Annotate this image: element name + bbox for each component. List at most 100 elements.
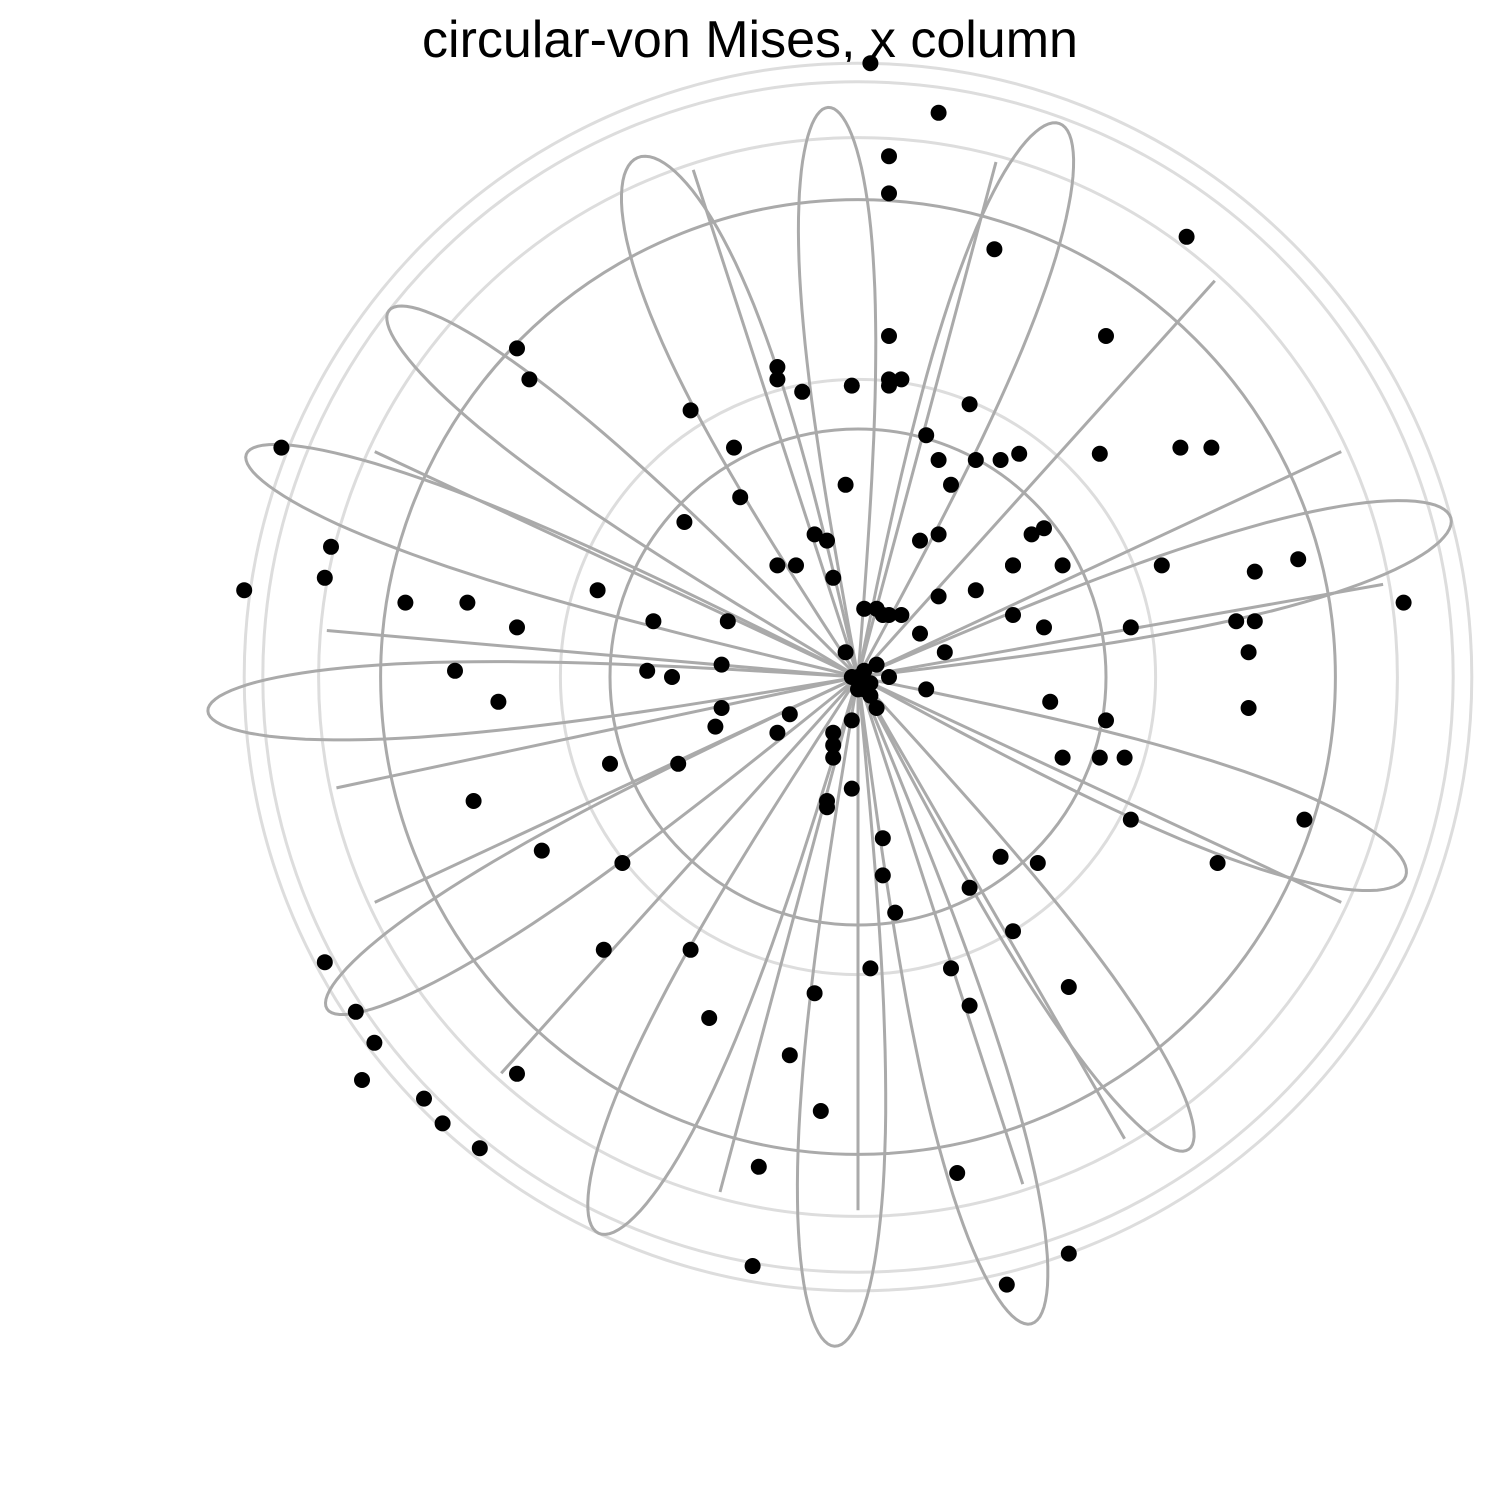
data-point [1005, 607, 1021, 623]
data-point [1240, 644, 1257, 661]
data-point [316, 569, 333, 586]
data-point [930, 526, 947, 543]
data-point [1098, 328, 1114, 344]
data-point [881, 669, 897, 685]
data-point [509, 619, 525, 636]
data-point [1116, 749, 1133, 766]
data-point [943, 960, 959, 977]
data-point [645, 613, 662, 630]
data-point [893, 371, 910, 388]
data-point [998, 1276, 1015, 1293]
data-point [930, 452, 947, 468]
data-point [719, 613, 736, 630]
data-point [806, 526, 823, 543]
data-point [676, 514, 693, 530]
data-point [788, 557, 804, 574]
data-point [825, 749, 842, 766]
petal-curve-group [206, 105, 1453, 1348]
data-point [843, 780, 860, 797]
data-point [1005, 923, 1021, 940]
data-point [434, 1115, 451, 1132]
data-point [1091, 749, 1108, 766]
data-point [837, 644, 854, 661]
data-point [930, 588, 947, 605]
data-point [862, 55, 879, 72]
data-point [713, 700, 730, 716]
data-point [961, 879, 978, 896]
petal-curve [620, 154, 860, 678]
data-point [887, 904, 904, 921]
data-point [781, 1047, 798, 1064]
grid-spoke [856, 676, 1126, 1140]
grid-spoke [374, 450, 859, 679]
grid-spoke [691, 169, 860, 678]
data-point [936, 644, 953, 661]
data-point [967, 582, 984, 599]
data-point [825, 569, 842, 586]
data-point [1036, 619, 1052, 636]
data-point [992, 848, 1009, 865]
data-point [943, 476, 959, 493]
data-point [639, 662, 656, 679]
grid-spoke [856, 161, 998, 678]
data-point [769, 557, 786, 574]
data-point [347, 1003, 364, 1020]
petal-curve [385, 304, 860, 679]
grid-spoke [500, 675, 860, 1075]
data-point [794, 383, 811, 400]
data-point [812, 1103, 829, 1119]
data-point [819, 799, 835, 816]
data-point [1042, 693, 1059, 710]
data-point [732, 489, 749, 506]
data-point [881, 185, 897, 202]
data-point [881, 377, 897, 394]
petal-curve [586, 676, 860, 1236]
data-point [707, 718, 724, 735]
data-point [1290, 551, 1307, 568]
petal-curve [206, 660, 859, 742]
data-point-group [236, 55, 1412, 1293]
grid-spoke [336, 675, 859, 790]
data-point [1178, 228, 1195, 245]
data-point [490, 693, 507, 710]
faint-ring [317, 136, 1399, 1218]
data-point [1011, 445, 1028, 462]
data-point [843, 377, 860, 394]
data-point [881, 328, 897, 344]
data-point [781, 706, 798, 723]
data-point [701, 1010, 718, 1026]
data-point [1036, 520, 1052, 537]
data-point [930, 104, 947, 121]
data-point [316, 954, 333, 971]
data-point [825, 724, 842, 741]
data-point [1060, 1245, 1077, 1262]
data-point [918, 681, 935, 698]
data-point [509, 340, 525, 357]
petal-curve [796, 105, 878, 678]
data-point [1246, 563, 1263, 580]
data-point [471, 1140, 488, 1157]
data-point [1228, 613, 1245, 630]
data-point [664, 669, 680, 685]
data-point [1029, 855, 1046, 871]
data-point [856, 600, 873, 617]
data-point [1296, 811, 1313, 828]
data-point [236, 582, 253, 599]
data-point [1122, 811, 1139, 828]
data-point [874, 867, 891, 884]
data-point [595, 941, 612, 958]
grid-spoke [857, 582, 1384, 679]
data-point [533, 842, 550, 859]
data-point [881, 607, 897, 623]
data-point [918, 427, 935, 444]
data-point [1098, 712, 1114, 729]
data-point [1005, 557, 1021, 574]
data-point [769, 724, 786, 741]
data-point [521, 371, 538, 388]
data-point [416, 1090, 432, 1107]
petal-curve [323, 675, 859, 1016]
data-point [912, 532, 928, 549]
data-point [726, 439, 742, 456]
data-point [1091, 445, 1108, 462]
